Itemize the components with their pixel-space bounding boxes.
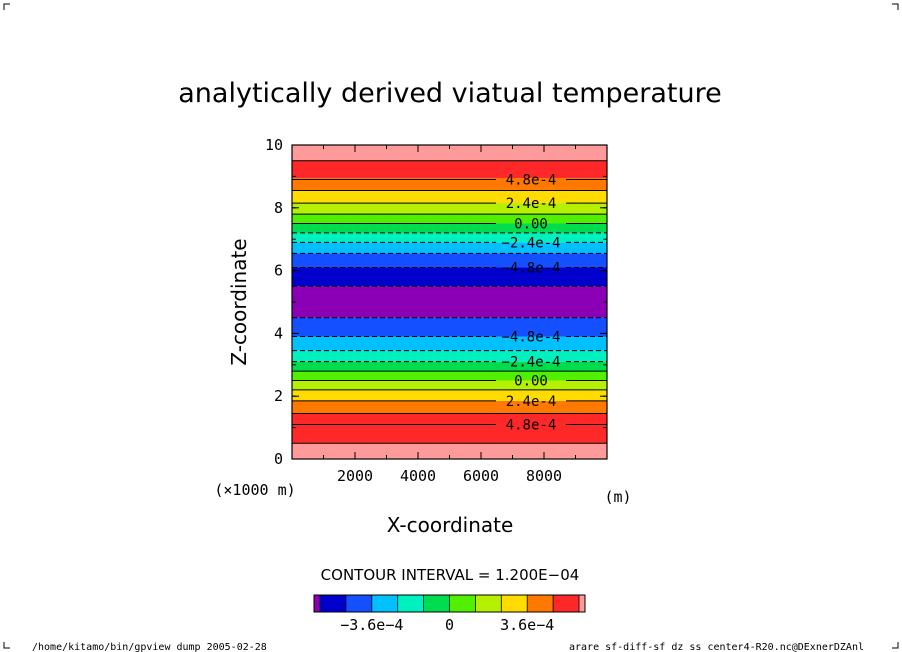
colorbar-swatch-5 [423, 595, 450, 612]
contour-label-4: −4.8e-4 [501, 330, 560, 346]
colorbar-swatch-9 [527, 595, 554, 612]
corner-marks [3, 3, 899, 649]
contour-label-9: 4.8e-4 [506, 173, 557, 189]
footer-left: /home/kitamo/bin/gpview_dump 2005-02-28 [32, 642, 267, 652]
x-unit: (m) [604, 488, 631, 506]
x-tick-label-0: 2000 [337, 467, 373, 485]
contour-band-7 [292, 350, 607, 362]
contour-interval: CONTOUR INTERVAL = 1.200E−04 [321, 566, 580, 584]
contour-band-9 [292, 317, 607, 337]
y-tick-label-1: 2 [274, 387, 283, 405]
x-axis: 2000 4000 6000 8000 [323, 145, 576, 485]
colorbar-swatch-6 [449, 595, 476, 612]
contour-band-0 [292, 443, 607, 459]
x-tick-label-1: 4000 [400, 467, 436, 485]
y-scale-note: (×1000 m) [214, 481, 295, 499]
y-tick-label-5: 10 [265, 136, 283, 154]
y-tick-label-0: 0 [274, 450, 283, 468]
colorbar-swatch-10 [553, 595, 579, 612]
contour-labels: 4.8e-4 2.4e-4 0.00 −2.4e-4 −4.8e-4 −4.8e-4 −2.… [501, 173, 560, 434]
colorbar-tick-label-0: −3.6e−4 [340, 616, 403, 634]
contour-band-13 [292, 242, 607, 254]
contour-band-16 [292, 214, 607, 224]
colorbar-swatch-2 [345, 595, 372, 612]
colorbar-swatch-0 [314, 595, 320, 612]
contour-band-17 [292, 203, 607, 215]
contour-band-19 [292, 177, 607, 191]
chart-title: analytically derived viatual temperature [178, 78, 721, 109]
contour-label-0: 4.8e-4 [506, 417, 557, 433]
contour-band-5 [292, 371, 607, 381]
contour-label-3: −2.4e-4 [501, 355, 560, 371]
contour-band-1 [292, 413, 607, 444]
y-axis-label: Z-coordinate [227, 238, 251, 365]
contour-band-11 [292, 267, 607, 287]
contour-band-18 [292, 190, 607, 204]
y-tick-label-2: 4 [274, 324, 283, 342]
colorbar-swatch-7 [475, 595, 502, 612]
colorbar [313, 594, 586, 613]
colorbar-tick-label-1: 0 [445, 616, 454, 634]
contour-lines [292, 160, 607, 444]
colorbar-tick-label-2: 3.6e−4 [500, 616, 554, 634]
x-tick-label-3: 8000 [526, 467, 562, 485]
contour-band-21 [292, 145, 607, 161]
x-tick-label-2: 6000 [463, 467, 499, 485]
colorbar-swatch-11 [579, 595, 585, 612]
colorbar-ticks: −3.6e−4 0 3.6e−4 [340, 616, 554, 634]
contour-label-6: −2.4e-4 [501, 235, 560, 251]
contour-band-3 [292, 389, 607, 401]
contour-bands [292, 145, 607, 459]
contour-label-7: 0.00 [514, 217, 548, 233]
contour-label-8: 2.4e-4 [506, 196, 557, 212]
contour-label-2: 0.00 [514, 374, 548, 390]
colorbar-swatch-1 [320, 595, 346, 612]
contour-band-14 [292, 232, 607, 243]
y-tick-label-3: 6 [274, 262, 283, 280]
colorbar-frame [313, 594, 586, 613]
contour-band-6 [292, 361, 607, 372]
contour-band-15 [292, 223, 607, 233]
contour-band-20 [292, 160, 607, 178]
y-axis: 0 2 4 6 8 10 [265, 136, 607, 468]
colorbar-swatch-8 [501, 595, 528, 612]
x-axis-label: X-coordinate [387, 513, 514, 537]
colorbar-swatch-4 [397, 595, 424, 612]
y-tick-label-4: 8 [274, 199, 283, 217]
contour-band-12 [292, 253, 607, 268]
contour-band-4 [292, 380, 607, 390]
contour-label-1: 2.4e-4 [506, 394, 557, 410]
contour-band-10 [292, 286, 607, 318]
contour-band-2 [292, 400, 607, 414]
footer-right: arare_sf-diff-sf_dz_ss_center4-R20.nc@DE… [569, 642, 864, 652]
contour-band-8 [292, 336, 607, 351]
contour-label-5: −4.8e-4 [501, 260, 560, 276]
colorbar-swatch-3 [371, 595, 398, 612]
